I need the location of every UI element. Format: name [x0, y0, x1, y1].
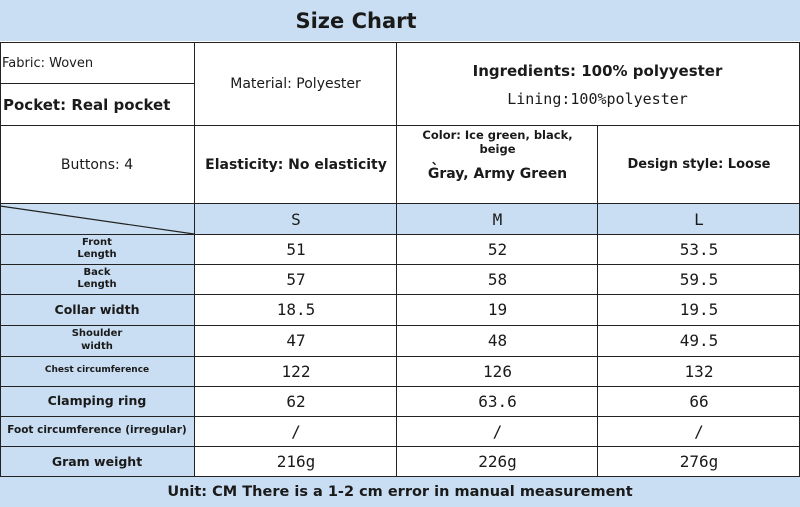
- color-line-2: beige: [479, 142, 516, 156]
- grid-line: [0, 42, 1, 477]
- grid-line: [0, 446, 800, 447]
- table-cell: 63.6: [478, 391, 517, 411]
- row-label: Foot circumference (irregular): [7, 424, 187, 437]
- row-label: Back Length: [77, 266, 117, 291]
- table-cell: 66: [689, 391, 709, 411]
- table-cell: 58: [487, 269, 508, 289]
- table-cell: 19: [487, 300, 508, 319]
- grid-line: [0, 234, 800, 235]
- grid-line: [0, 294, 800, 295]
- grid-line: [0, 42, 800, 43]
- table-cell: 51: [286, 239, 306, 259]
- row-label: Gram weight: [51, 453, 143, 469]
- table-cell: 62: [286, 391, 306, 411]
- table-cell: 122: [281, 361, 311, 381]
- table-cell: 19.5: [679, 300, 719, 319]
- grid-line: [194, 42, 195, 477]
- row-label: Chest circumference: [44, 365, 150, 376]
- table-cell: 53.5: [679, 239, 719, 259]
- grid-line: [0, 386, 800, 387]
- footer-bg: [0, 477, 800, 507]
- title-bg: [0, 0, 800, 41]
- color-line-1: Color: Ice green, black,: [422, 128, 573, 142]
- table-cell: /: [694, 421, 704, 441]
- grid-line: [0, 203, 800, 204]
- grid-line: [597, 125, 598, 477]
- label-column-bg: [0, 234, 194, 477]
- fabric-cell: Fabric: Woven: [2, 55, 94, 71]
- row-label: Front Length: [77, 236, 117, 261]
- row-label: Collar width: [54, 301, 140, 317]
- color-mark: 、: [432, 154, 443, 167]
- table-cell: 52: [487, 239, 508, 259]
- lining-cell: Lining:100%polyester: [507, 90, 688, 108]
- table-cell: 57: [286, 269, 306, 289]
- grid-line: [0, 264, 800, 265]
- table-cell: 226g: [478, 452, 517, 471]
- diagonal-header-line: [0, 205, 195, 235]
- table-cell: 216g: [276, 452, 316, 471]
- page-title: Size Chart: [295, 8, 417, 33]
- table-cell: 276g: [679, 452, 719, 471]
- grid-line: [0, 83, 194, 84]
- table-cell: 132: [684, 361, 714, 381]
- size-header-bg: [0, 204, 800, 234]
- size-header-s: S: [291, 210, 301, 229]
- row-label: Shoulder width: [71, 328, 123, 352]
- color-line-3: Gray, Army Green: [427, 166, 568, 182]
- grid-line: [396, 42, 397, 477]
- elasticity-cell: Elasticity: No elasticity: [205, 156, 387, 173]
- grid-line: [0, 125, 800, 126]
- table-cell: /: [291, 421, 301, 441]
- buttons-cell: Buttons: 4: [60, 156, 134, 173]
- table-cell: 18.5: [276, 300, 316, 319]
- grid-line: [0, 476, 800, 477]
- table-cell: 49.5: [679, 331, 719, 350]
- pocket-cell: Pocket: Real pocket: [3, 96, 171, 114]
- footer-note: Unit: CM There is a 1-2 cm error in manu…: [167, 484, 633, 500]
- grid-line: [0, 356, 800, 357]
- table-cell: 48: [487, 331, 508, 350]
- grid-line: [0, 416, 800, 417]
- material-cell: Material: Polyester: [230, 76, 361, 92]
- size-header-m: M: [492, 210, 503, 229]
- row-label: Clamping ring: [47, 393, 147, 409]
- size-header-l: L: [694, 210, 704, 229]
- color-cell: Color: Ice green, black, beige 、 Gray, A…: [398, 126, 597, 203]
- table-cell: 47: [286, 331, 306, 350]
- table-cell: 59.5: [679, 269, 719, 289]
- table-cell: /: [492, 421, 503, 441]
- ingredients-cell: Ingredients: 100% polyyester: [472, 62, 723, 80]
- design-cell: Design style: Loose: [627, 157, 771, 172]
- grid-line: [0, 325, 800, 326]
- table-cell: 126: [483, 361, 512, 381]
